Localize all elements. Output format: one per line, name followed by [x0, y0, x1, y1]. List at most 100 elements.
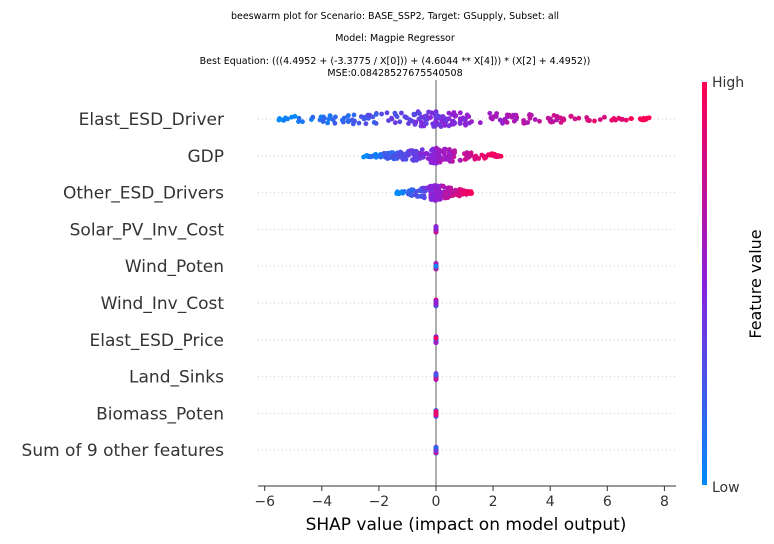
feature-label: Biomass_Poten: [96, 404, 224, 424]
beeswarm-point: [385, 156, 390, 161]
x-axis-label: SHAP value (impact on model output): [306, 515, 627, 535]
beeswarm-point: [397, 119, 403, 125]
beeswarm-point: [451, 149, 457, 154]
beeswarm-point: [628, 116, 634, 121]
beeswarm-point: [417, 156, 423, 161]
beeswarm-point: [496, 153, 502, 159]
beeswarm-point: [373, 112, 379, 117]
beeswarm-point: [276, 117, 282, 123]
beeswarm-point: [363, 153, 369, 159]
beeswarm-point: [434, 196, 439, 202]
beeswarm-point: [346, 113, 351, 118]
beeswarm-point: [572, 116, 578, 122]
beeswarm-point: [408, 192, 414, 198]
beeswarm-point: [404, 115, 410, 121]
beeswarm-point: [451, 189, 456, 195]
beeswarm-point: [455, 190, 461, 196]
colorbar: [702, 82, 707, 485]
beeswarm-point: [289, 114, 294, 120]
data-points: [276, 109, 652, 456]
beeswarm-point: [410, 187, 416, 193]
beeswarm-point: [433, 263, 439, 269]
beeswarm-point: [494, 111, 499, 116]
beeswarm-point: [422, 116, 428, 122]
beeswarm-point: [356, 120, 362, 126]
beeswarm-point: [349, 117, 355, 123]
beeswarm-point: [433, 412, 439, 418]
beeswarm-point: [568, 113, 574, 119]
feature-label: Elast_ESD_Driver: [79, 110, 224, 130]
beeswarm-point: [389, 150, 394, 156]
beeswarm-point: [468, 150, 474, 156]
beeswarm-point: [429, 158, 435, 164]
beeswarm-point: [300, 119, 305, 125]
beeswarm-point: [561, 117, 567, 123]
beeswarm-point: [437, 159, 443, 165]
beeswarm-point: [537, 118, 542, 124]
beeswarm-point: [487, 110, 493, 116]
beeswarm-point: [367, 112, 373, 118]
beeswarm-point: [444, 195, 450, 201]
beeswarm-point: [592, 118, 597, 124]
beeswarm-point: [362, 115, 368, 121]
beeswarm-point: [392, 120, 398, 126]
beeswarm-point: [396, 152, 401, 158]
chart-title-line-4: MSE:0.08428527675540508: [327, 68, 462, 79]
beeswarm-point: [623, 117, 629, 123]
beeswarm-point: [443, 156, 449, 162]
beeswarm-point: [464, 112, 470, 118]
beeswarm-point: [462, 121, 468, 127]
beeswarm-point: [379, 111, 384, 117]
beeswarm-point: [417, 111, 422, 116]
beeswarm-point: [422, 188, 428, 194]
colorbar-high-label: High: [712, 75, 744, 91]
beeswarm-point: [469, 119, 474, 124]
feature-label: Wind_Poten: [125, 257, 224, 277]
beeswarm-point: [443, 190, 448, 196]
feature-label: GDP: [187, 147, 224, 167]
beeswarm-point: [640, 117, 646, 123]
x-axis: −6 −4 −2 0 2 4 6 8: [254, 485, 676, 510]
x-tick-label: 4: [546, 494, 555, 510]
x-tick-label: 2: [489, 494, 498, 510]
beeswarm-point: [433, 119, 439, 124]
beeswarm-point: [597, 117, 603, 122]
beeswarm-point: [440, 114, 446, 119]
beeswarm-point: [310, 114, 316, 120]
beeswarm-point: [442, 146, 448, 152]
feature-rows: Elast_ESD_Driver GDP Other_ESD_Drivers Sola…: [22, 110, 676, 461]
beeswarm-point: [527, 115, 533, 121]
beeswarm-point: [447, 147, 452, 152]
beeswarm-point: [436, 147, 442, 153]
beeswarm-point: [490, 151, 496, 157]
beeswarm-point: [330, 117, 336, 123]
beeswarm-point: [396, 191, 402, 196]
beeswarm-point: [511, 112, 516, 118]
beeswarm-point: [437, 122, 442, 127]
beeswarm-point: [399, 110, 404, 116]
colorbar-low-label: Low: [712, 480, 740, 496]
beeswarm-point: [428, 115, 433, 120]
beeswarm-point: [446, 185, 452, 191]
beeswarm-point: [576, 115, 582, 121]
beeswarm-point: [457, 157, 463, 163]
beeswarm-point: [429, 148, 434, 153]
beeswarm-point: [459, 187, 464, 193]
beeswarm-point: [433, 225, 439, 230]
beeswarm-point: [433, 111, 439, 117]
x-tick-label: −2: [369, 494, 390, 510]
beeswarm-point: [441, 151, 447, 156]
beeswarm-point: [609, 117, 615, 123]
x-tick-label: −4: [311, 494, 332, 510]
beeswarm-point: [466, 190, 472, 196]
beeswarm-point: [421, 123, 427, 129]
beeswarm-point: [435, 188, 441, 194]
beeswarm-point: [433, 335, 439, 341]
beeswarm-point: [433, 376, 439, 382]
beeswarm-point: [403, 156, 409, 162]
beeswarm-point: [507, 112, 512, 118]
x-tick-label: 8: [660, 494, 669, 510]
beeswarm-point: [427, 184, 433, 189]
feature-label: Other_ESD_Drivers: [63, 184, 224, 204]
